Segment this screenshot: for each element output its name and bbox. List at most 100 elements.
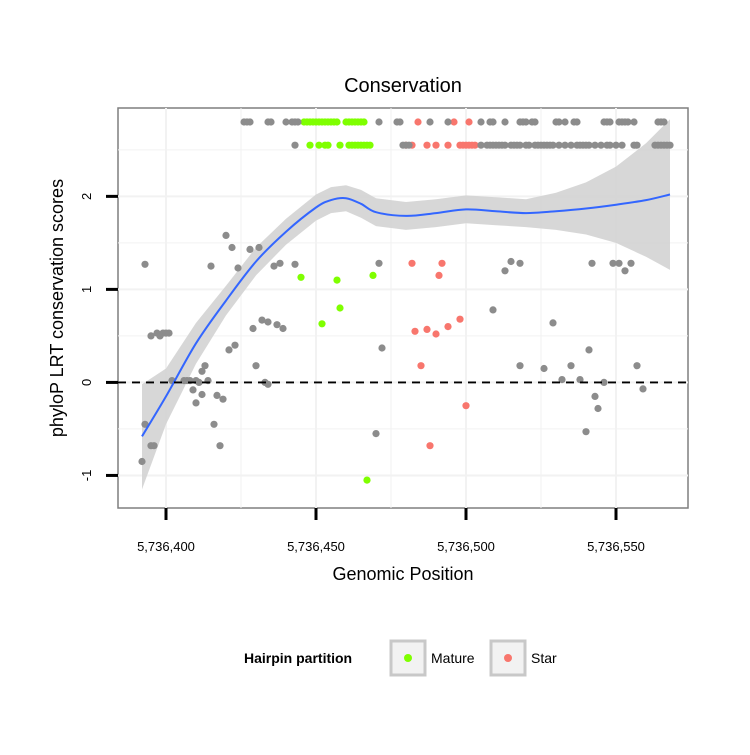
point-other bbox=[231, 341, 239, 349]
point-other bbox=[588, 259, 596, 267]
point-other bbox=[615, 259, 623, 267]
point-other bbox=[525, 141, 533, 149]
point-other bbox=[489, 118, 497, 126]
y-axis-title: phyloP LRT conservation scores bbox=[47, 179, 67, 437]
point-other bbox=[378, 344, 386, 352]
point-other bbox=[501, 118, 509, 126]
y-tick-label: 2 bbox=[79, 193, 94, 200]
point-other bbox=[585, 346, 593, 354]
point-other bbox=[252, 362, 260, 370]
point-star bbox=[471, 141, 479, 149]
point-star bbox=[414, 118, 422, 126]
point-other bbox=[444, 118, 452, 126]
point-other bbox=[660, 118, 668, 126]
point-other bbox=[225, 346, 233, 354]
point-other bbox=[627, 259, 635, 267]
point-other bbox=[294, 118, 302, 126]
chart-title: Conservation bbox=[344, 75, 462, 97]
legend-swatch-mature bbox=[404, 654, 412, 662]
point-other bbox=[606, 118, 614, 126]
point-other bbox=[531, 118, 539, 126]
point-other bbox=[201, 362, 209, 370]
point-mature bbox=[360, 118, 368, 126]
point-other bbox=[549, 141, 557, 149]
point-other bbox=[477, 141, 485, 149]
point-other bbox=[150, 442, 158, 450]
point-other bbox=[639, 385, 647, 393]
point-other bbox=[282, 118, 290, 126]
point-star bbox=[450, 118, 458, 126]
point-other bbox=[501, 141, 509, 149]
point-star bbox=[444, 141, 452, 149]
point-other bbox=[249, 324, 257, 333]
point-other bbox=[507, 257, 515, 266]
point-mature bbox=[336, 304, 344, 312]
x-tick-label: 5,736,400 bbox=[137, 539, 195, 554]
point-other bbox=[555, 118, 563, 126]
point-other bbox=[291, 141, 299, 149]
y-tick-label: -1 bbox=[79, 470, 94, 482]
point-star bbox=[408, 259, 416, 267]
point-other bbox=[219, 395, 227, 403]
point-other bbox=[276, 259, 284, 267]
point-other bbox=[567, 362, 575, 370]
point-other bbox=[630, 118, 638, 126]
point-other bbox=[426, 118, 434, 126]
point-other bbox=[165, 329, 173, 337]
point-other bbox=[264, 318, 272, 326]
point-other bbox=[141, 260, 149, 268]
point-other bbox=[561, 141, 569, 149]
point-other bbox=[138, 457, 146, 466]
point-other bbox=[255, 243, 263, 252]
point-other bbox=[222, 231, 230, 239]
point-other bbox=[540, 364, 548, 373]
points-layer bbox=[138, 118, 674, 484]
smooth-line-layer bbox=[141, 193, 671, 437]
point-mature bbox=[306, 141, 314, 149]
point-other bbox=[591, 141, 599, 149]
point-star bbox=[432, 141, 440, 149]
point-other bbox=[270, 262, 278, 270]
point-mature bbox=[318, 320, 326, 328]
point-other bbox=[189, 386, 197, 394]
y-tick-label: 1 bbox=[79, 286, 94, 293]
plot-panel bbox=[117, 107, 689, 509]
point-other bbox=[567, 141, 575, 149]
point-other bbox=[609, 259, 617, 267]
point-other bbox=[264, 380, 272, 388]
point-other bbox=[234, 264, 242, 272]
x-tick-label: 5,736,450 bbox=[287, 539, 345, 554]
point-mature bbox=[336, 141, 344, 149]
point-other bbox=[633, 141, 641, 149]
point-star bbox=[423, 141, 431, 149]
legend-label-star: Star bbox=[531, 650, 557, 666]
point-other bbox=[516, 141, 524, 149]
point-other bbox=[489, 306, 497, 314]
point-other bbox=[522, 118, 530, 126]
point-star bbox=[435, 271, 443, 279]
point-mature bbox=[315, 141, 323, 149]
x-tick-label: 5,736,500 bbox=[437, 539, 495, 554]
y-axis: -1 0 1 2 bbox=[79, 193, 118, 481]
point-star bbox=[456, 315, 464, 323]
point-star bbox=[423, 325, 431, 333]
point-other bbox=[618, 141, 626, 149]
point-other bbox=[195, 378, 203, 386]
y-tick-label: 0 bbox=[79, 379, 94, 386]
point-other bbox=[594, 404, 602, 413]
point-other bbox=[375, 118, 383, 126]
point-other bbox=[606, 141, 614, 149]
point-other bbox=[279, 324, 287, 333]
point-star bbox=[438, 259, 446, 267]
point-mature bbox=[366, 141, 374, 149]
point-other bbox=[555, 141, 563, 149]
x-tick-label: 5,736,550 bbox=[587, 539, 645, 554]
point-star bbox=[426, 442, 434, 450]
point-other bbox=[273, 321, 281, 329]
point-other bbox=[597, 141, 605, 149]
point-other bbox=[258, 316, 266, 324]
point-other bbox=[501, 267, 509, 275]
point-other bbox=[582, 428, 590, 436]
point-other bbox=[561, 118, 569, 126]
point-other bbox=[246, 245, 254, 253]
